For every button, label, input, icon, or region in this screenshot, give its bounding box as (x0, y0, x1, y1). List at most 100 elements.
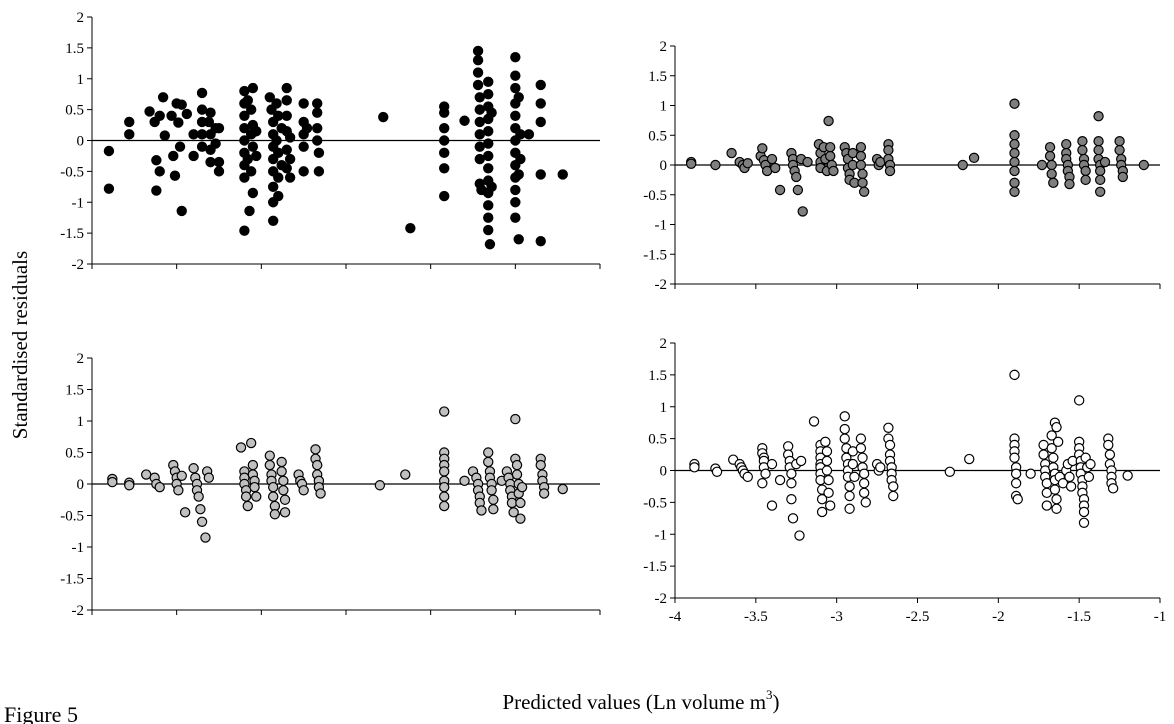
y-tick-label: -0.5 (643, 188, 667, 204)
data-point (124, 129, 135, 140)
data-point (210, 138, 221, 149)
data-point (249, 481, 260, 493)
data-point (483, 150, 494, 162)
data-point (483, 447, 494, 458)
data-point (1051, 421, 1062, 433)
data-point (844, 490, 855, 502)
data-point (439, 500, 450, 512)
data-point (239, 225, 250, 236)
data-point (1117, 171, 1129, 183)
y-tick-label: 0 (660, 464, 668, 480)
data-point (515, 129, 526, 140)
x-tick-label: -2 (992, 609, 1005, 625)
data-point (510, 51, 521, 63)
data-point (281, 82, 292, 94)
data-point (176, 205, 187, 217)
y-tick-label: 1.5 (65, 383, 84, 399)
data-point (169, 170, 181, 181)
data-point (742, 471, 753, 483)
data-point (1036, 159, 1048, 171)
panel-bottom-right: 21.510.50-0.5-1-1.5-2-4 -3.5 -3 -2.5 -2 -1.5-… (643, 336, 1166, 625)
data-point (1064, 471, 1075, 483)
data-point (298, 98, 309, 109)
data-point (511, 469, 523, 480)
data-point (1012, 493, 1023, 505)
data-point (1044, 150, 1056, 162)
y-tick-label: 0.5 (648, 128, 667, 144)
data-point (794, 530, 805, 541)
data-point (1094, 186, 1106, 197)
data-point (474, 92, 485, 103)
data-point (239, 85, 250, 97)
data-point (1046, 168, 1057, 180)
data-point (474, 129, 485, 140)
y-tick-label: 2 (660, 336, 668, 352)
data-point (279, 494, 291, 505)
data-point (151, 185, 162, 196)
data-point (284, 132, 296, 143)
data-point (857, 452, 868, 463)
data-point (483, 456, 494, 468)
data-point (244, 205, 255, 217)
data-point (828, 165, 839, 177)
y-tick-label: 1.5 (648, 368, 667, 384)
data-point (685, 158, 697, 170)
data-point (472, 55, 484, 66)
data-point (535, 459, 546, 471)
data-point (154, 110, 165, 122)
data-point (823, 474, 834, 486)
data-point (312, 122, 323, 134)
data-point (1010, 478, 1022, 489)
data-point (472, 67, 484, 78)
data-point (278, 485, 289, 496)
data-point (1094, 174, 1106, 186)
data-point (823, 115, 834, 127)
data-point (488, 504, 499, 515)
data-point (213, 122, 225, 134)
data-point (1044, 141, 1056, 153)
data-point (523, 129, 535, 140)
data-point (200, 532, 211, 543)
data-point (144, 106, 155, 117)
data-point (439, 147, 450, 159)
data-point (858, 468, 870, 479)
data-point (742, 158, 753, 169)
y-tick-label: -1.5 (60, 572, 84, 588)
data-point (312, 135, 323, 146)
data-point (535, 116, 546, 128)
data-point (535, 98, 546, 109)
data-point (786, 478, 797, 489)
data-point (439, 135, 450, 146)
data-point (839, 433, 850, 444)
data-point (1049, 484, 1061, 495)
data-point (267, 181, 279, 193)
data-point (483, 212, 494, 223)
data-point (281, 95, 292, 106)
data-point (857, 177, 868, 189)
y-tick-label: 2 (77, 351, 85, 367)
data-point (1114, 144, 1125, 156)
data-point (1077, 144, 1088, 156)
data-point (235, 442, 247, 453)
y-tick-label: 0 (660, 158, 668, 174)
y-tick-label: -1 (655, 218, 668, 234)
data-point (510, 413, 521, 425)
data-point (823, 487, 834, 499)
data-point (1009, 452, 1020, 463)
data-point (439, 163, 450, 174)
x-tick-label: -1.5 (1067, 609, 1091, 625)
data-point (312, 107, 323, 118)
data-point (821, 446, 833, 457)
data-point (281, 144, 292, 155)
data-point (510, 212, 521, 223)
data-point (1051, 503, 1062, 514)
data-point (474, 104, 485, 115)
data-point (516, 481, 528, 493)
data-point (1107, 483, 1119, 494)
data-point (710, 159, 721, 171)
data-point (1094, 165, 1106, 177)
data-point (278, 475, 289, 487)
data-point (774, 184, 786, 196)
data-point (510, 197, 521, 208)
